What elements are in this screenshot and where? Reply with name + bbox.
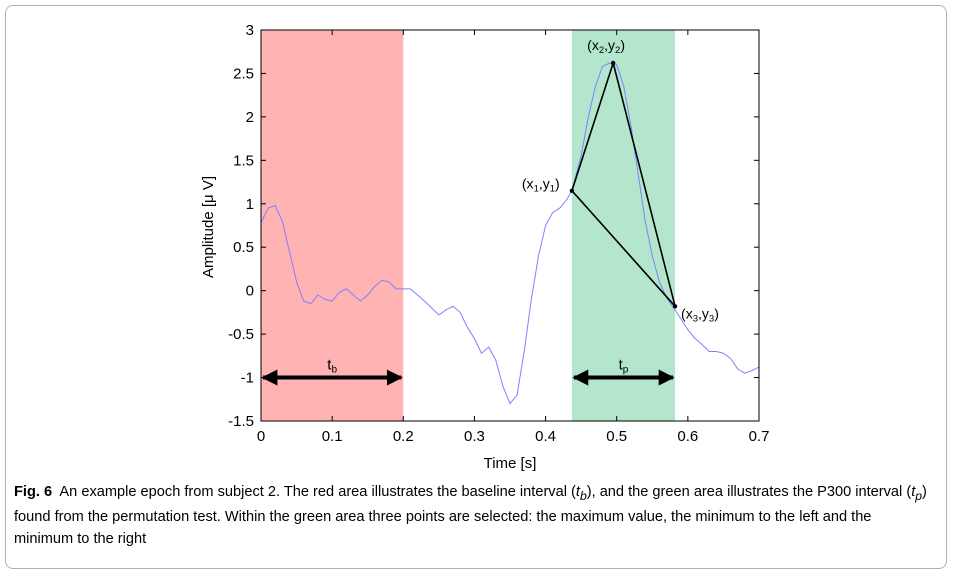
x-tick-label: 0.2: [393, 428, 414, 445]
y-tick-label: -1.5: [228, 413, 254, 430]
x-tick-label: 0: [257, 428, 265, 445]
figure-frame: [5, 5, 947, 569]
x-tick-label: 0.7: [749, 428, 770, 445]
y-tick-label: -1: [241, 370, 254, 387]
point-label-1: (x1,y1): [522, 176, 560, 195]
amplitude-chart: tb tp (x1,y1) (x2,y2) (x3,y3) 0 0.1 0.2 0.3 0.4…: [200, 22, 769, 472]
series-line: [260, 62, 760, 405]
caption-sub-b: b: [579, 488, 587, 503]
point-label-2: (x2,y2): [587, 37, 625, 56]
y-tick-label: 2: [246, 109, 254, 126]
point-1: [569, 188, 575, 193]
point-3: [672, 304, 678, 309]
y-tick-label: 1.5: [233, 152, 254, 169]
interval-label-b: tb: [327, 357, 337, 376]
x-tick-label: 0.5: [606, 428, 627, 445]
x-tick-label: 0.3: [464, 428, 485, 445]
point-2: [610, 60, 616, 66]
axes: 0 0.1 0.2 0.3 0.4 0.5 0.6 0.7 -1.5 -1 -0.5 0 0.5 1 1.5…: [228, 22, 769, 445]
y-tick-label: 2.5: [233, 65, 254, 82]
plot-box: [260, 29, 760, 422]
y-tick-label: 3: [246, 22, 254, 39]
caption-text-1: An example epoch from subject 2. The red…: [59, 484, 576, 500]
region-b: [261, 30, 404, 421]
y-tick-label: 1: [246, 196, 254, 213]
region-p: [571, 30, 676, 421]
triangle-edges: [570, 60, 676, 307]
x-tick-label: 0.6: [677, 428, 698, 445]
y-tick-label: 0.5: [233, 239, 254, 256]
y-axis-label: Amplitude [μ V]: [200, 176, 217, 278]
caption-label: Fig. 6: [14, 484, 53, 500]
y-tick-label: -0.5: [228, 326, 254, 343]
point-label-3: (x3,y3): [681, 305, 719, 324]
x-tick-label: 0.4: [535, 428, 556, 445]
caption-sub-p: p: [915, 488, 923, 503]
data-series: [260, 62, 760, 405]
point-triangle: (x1,y1) (x2,y2) (x3,y3): [522, 37, 719, 324]
caption-symbol-p: t: [911, 484, 916, 500]
caption-text-3: ) found from the permutation test. Withi…: [14, 484, 927, 547]
caption-text-2: ), and the green area illustrates the P3…: [586, 484, 912, 500]
figure-caption: Fig. 6 An example epoch from subject 2. …: [14, 482, 934, 550]
interval-regions: [261, 30, 676, 421]
x-tick-label: 0.1: [322, 428, 343, 445]
y-tick-label: 0: [246, 283, 254, 300]
x-axis-label: Time [s]: [484, 455, 537, 472]
interval-arrows: tb tp: [261, 357, 675, 386]
interval-label-p: tp: [619, 357, 629, 376]
caption-symbol-b: t: [575, 484, 580, 500]
